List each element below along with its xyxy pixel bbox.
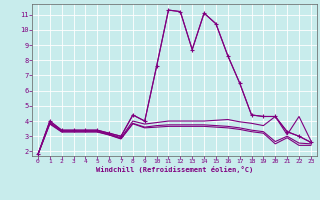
X-axis label: Windchill (Refroidissement éolien,°C): Windchill (Refroidissement éolien,°C) <box>96 166 253 173</box>
